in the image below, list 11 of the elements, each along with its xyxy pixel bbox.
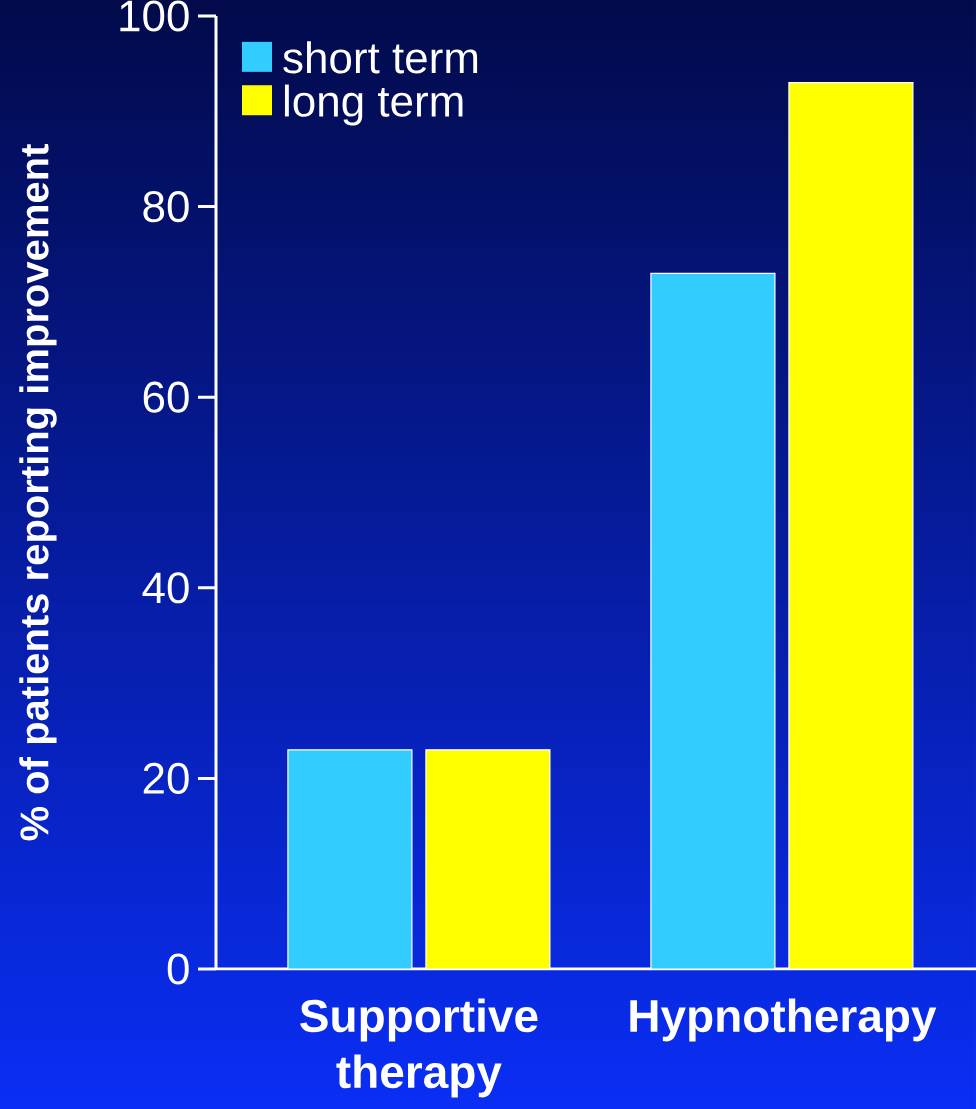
y-tick-label: 0 xyxy=(167,953,189,985)
y-tick-label: 100 xyxy=(120,0,189,32)
y-tick-label: 40 xyxy=(142,572,189,604)
legend-label: short term xyxy=(283,41,478,74)
y-tick-label: 80 xyxy=(143,191,189,223)
y-tick-label: 60 xyxy=(143,381,189,413)
x-tick-label: Supportive therapy xyxy=(300,998,538,1098)
y-axis-title: % of patients reporting improvement xyxy=(19,144,57,841)
y-tick-label: 20 xyxy=(143,762,189,794)
legend-label: long term xyxy=(284,84,463,126)
x-tick-label: Hypnotherapy xyxy=(630,998,937,1042)
